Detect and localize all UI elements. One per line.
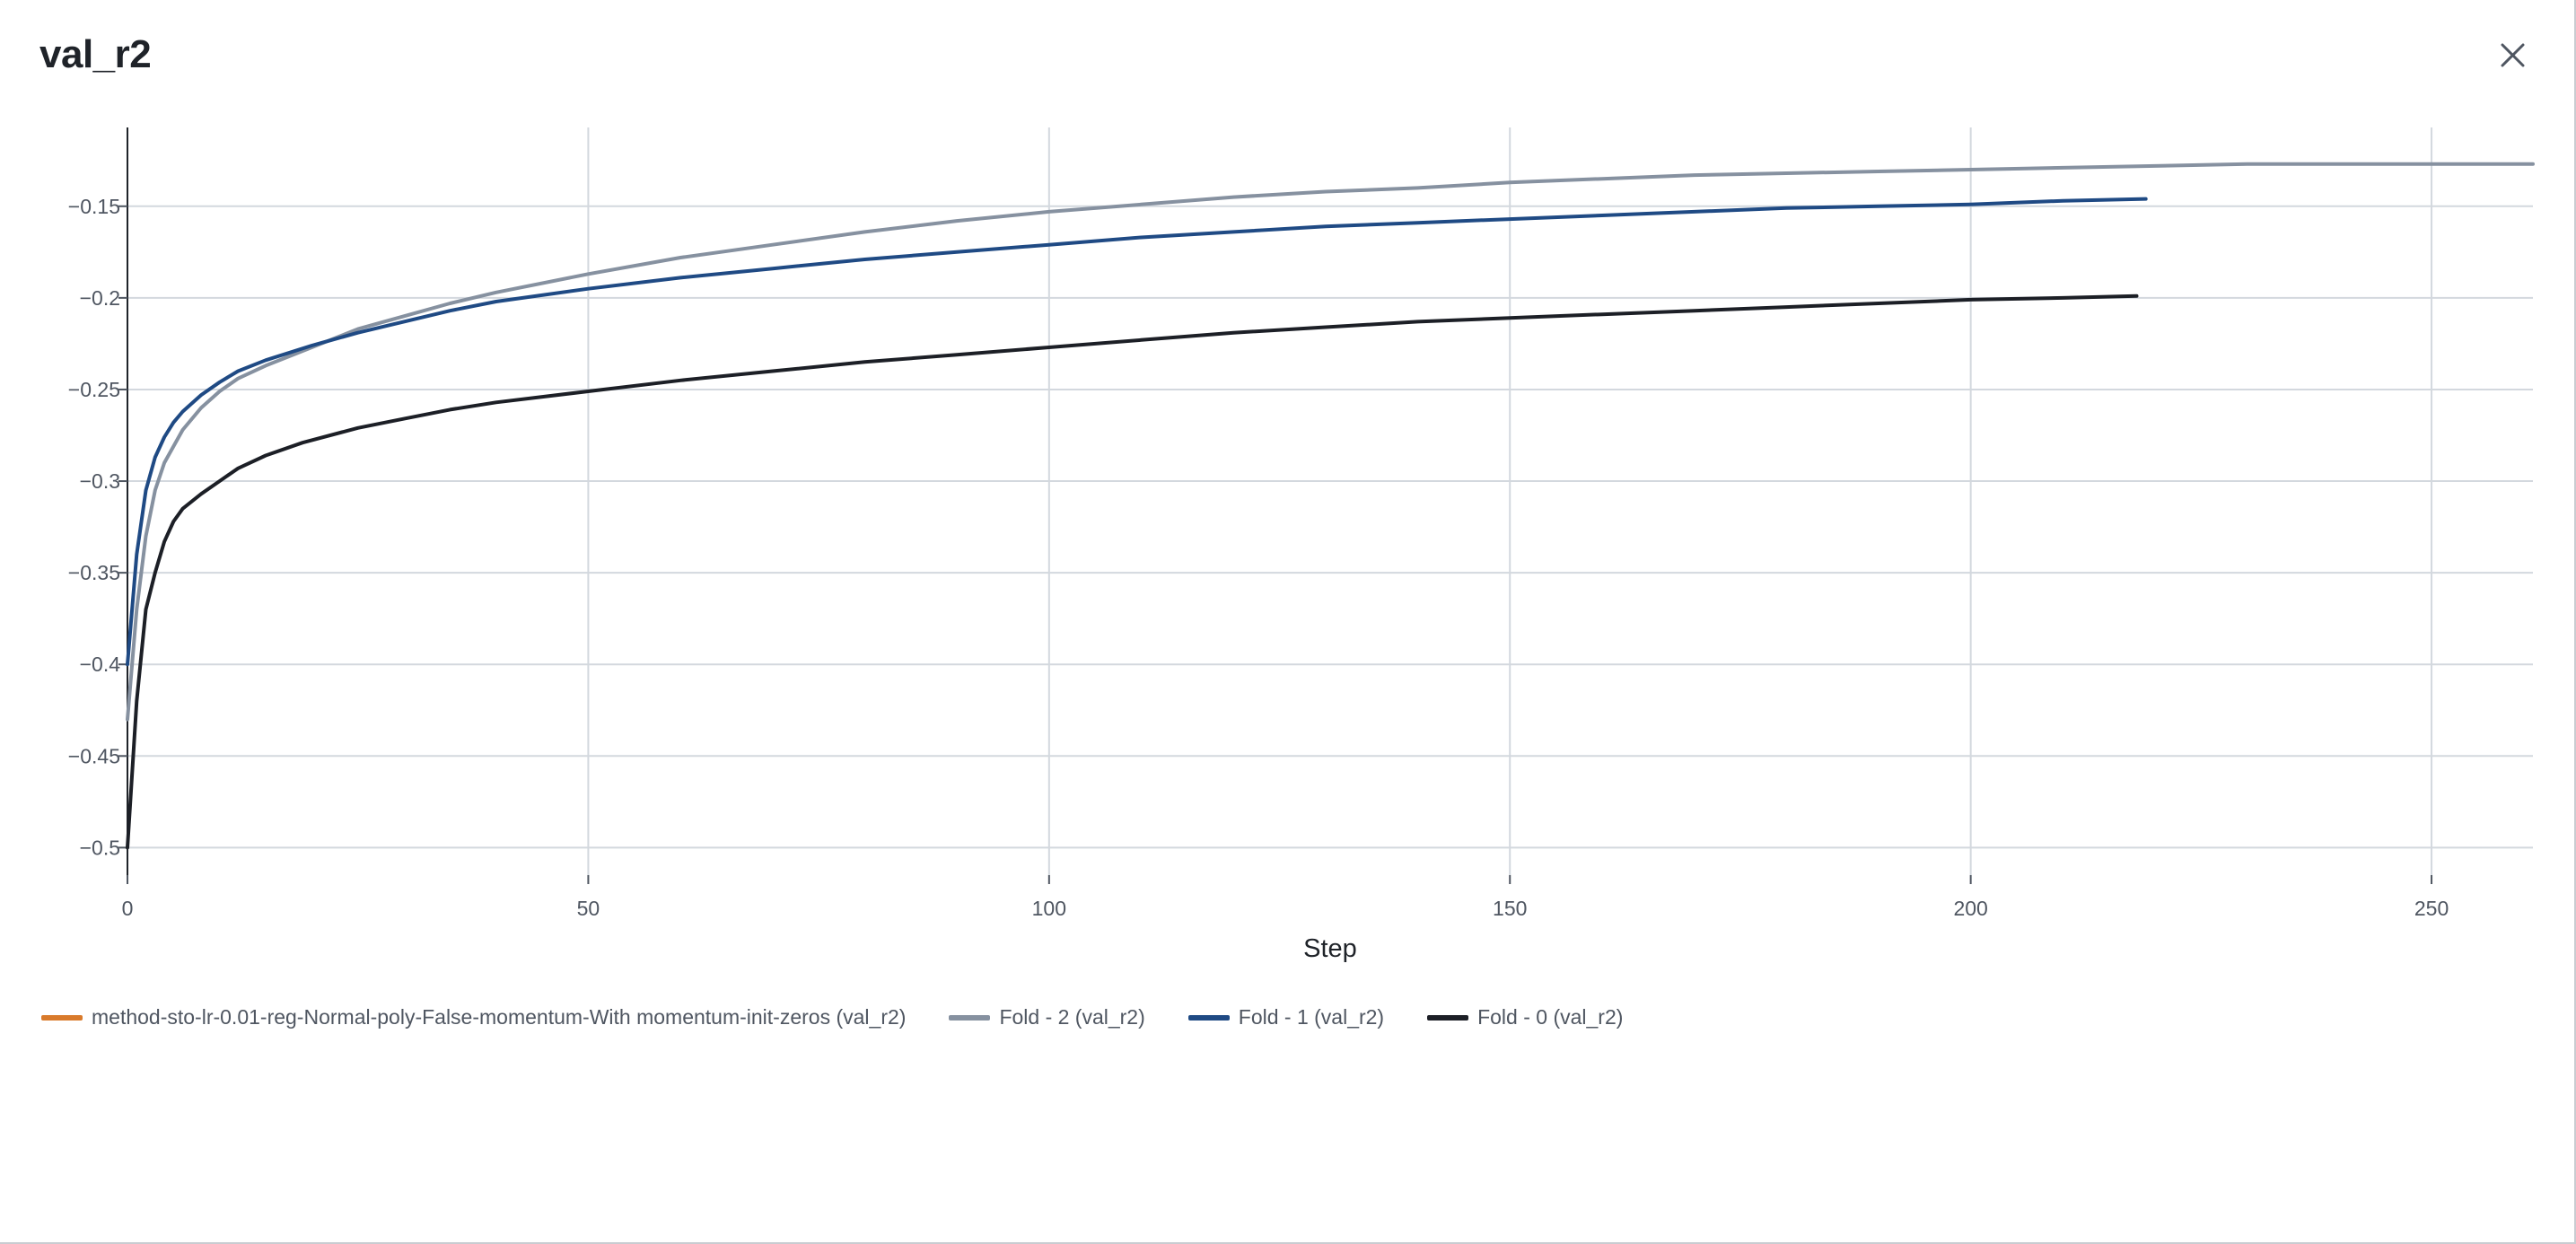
legend-item[interactable]: Fold - 2 (val_r2) [949,1005,1145,1029]
y-tick-label: −0.45 [68,744,120,767]
x-tick-label: 250 [2414,897,2449,920]
legend-label: method-sto-lr-0.01-reg-Normal-poly-False… [92,1005,907,1029]
legend-label: Fold - 2 (val_r2) [999,1005,1145,1029]
legend-item[interactable]: method-sto-lr-0.01-reg-Normal-poly-False… [41,1005,906,1029]
x-tick-label: 100 [1032,897,1066,920]
x-tick-label: 0 [122,897,134,920]
modal-title: val_r2 [39,32,152,76]
x-axis-label: Step [1303,934,1357,963]
y-tick-label: −0.2 [80,286,120,310]
legend-label: Fold - 0 (val_r2) [1477,1005,1624,1029]
legend-item[interactable]: Fold - 0 (val_r2) [1427,1005,1623,1029]
line-chart: 0 50 100 150 200 250 −0.5 −0.45 −0.4 −0.35 −0.3 −0.… [68,127,2535,963]
chart-legend: method-sto-lr-0.01-reg-Normal-poly-False… [41,1005,1666,1029]
y-tick-label: −0.15 [68,195,120,218]
y-tick-label: −0.35 [68,561,120,584]
close-icon[interactable] [2490,32,2535,77]
chart-ticks: 0 50 100 150 200 250 −0.5 −0.45 −0.4 −0.35 −0.3 −0.… [68,195,2449,920]
chart-series [126,162,2535,850]
y-tick-label: −0.25 [68,378,120,401]
legend-swatch [1187,1014,1230,1021]
legend-swatch [949,1014,991,1021]
series-line-2[interactable] [126,197,2148,667]
legend-swatch [1427,1014,1469,1021]
series-line-1[interactable] [126,162,2535,722]
x-tick-label: 50 [577,897,600,920]
series-line-3[interactable] [126,293,2139,850]
legend-item[interactable]: Fold - 1 (val_r2) [1187,1005,1385,1029]
legend-swatch [41,1014,83,1021]
x-tick-label: 200 [1953,897,1987,920]
y-tick-label: −0.3 [80,469,120,493]
y-tick-label: −0.4 [80,653,121,676]
x-tick-label: 150 [1493,897,1527,920]
legend-label: Fold - 1 (val_r2) [1238,1005,1385,1029]
y-tick-label: −0.5 [80,836,120,859]
chart-grid [127,127,2533,875]
